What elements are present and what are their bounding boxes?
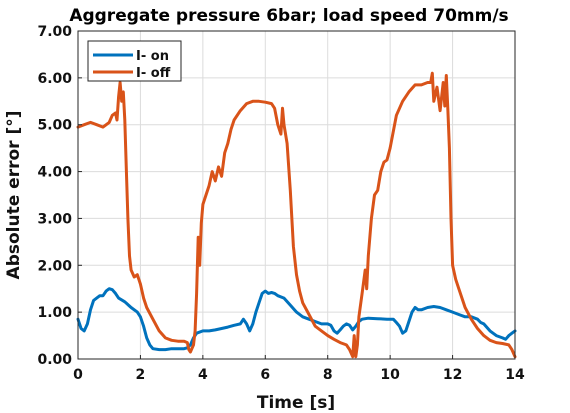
legend: I- on I- off xyxy=(87,40,182,82)
x-axis-label: Time [s] xyxy=(257,393,335,413)
chart-title: Aggregate pressure 6bar; load speed 70mm… xyxy=(69,6,508,26)
x-tick-label: 8 xyxy=(323,367,333,383)
x-tick-label: 4 xyxy=(198,367,208,383)
y-tick-label: 7.00 xyxy=(37,24,72,40)
y-tick-label: 3.00 xyxy=(37,211,72,227)
x-tick-label: 2 xyxy=(136,367,146,383)
series-line-i-on xyxy=(76,287,517,352)
x-tick-label: 0 xyxy=(73,367,83,383)
y-tick-label: 4.00 xyxy=(37,165,72,181)
y-tick-label: 6.00 xyxy=(37,71,72,87)
x-tick-label: 10 xyxy=(380,367,400,383)
x-tick-label: 6 xyxy=(260,367,270,383)
y-axis-label: Absolute error [°] xyxy=(4,111,24,280)
legend-label-i-on: I- on xyxy=(136,49,169,64)
tick-labels: 0 2 4 6 8 10 12 14 0.00 1.00 2.00 3.00 4.00 5.00 6.00 7… xyxy=(37,24,525,383)
y-tick-label: 1.00 xyxy=(37,305,72,321)
legend-label-i-off: I- off xyxy=(136,66,171,81)
y-tick-label: 0.00 xyxy=(37,352,72,368)
y-tick-label: 5.00 xyxy=(37,118,72,134)
series-layer xyxy=(76,71,517,359)
legend-box xyxy=(87,40,182,82)
plot-frame xyxy=(77,30,516,360)
series-line-i-off xyxy=(76,71,517,359)
x-tick-label: 14 xyxy=(505,367,525,383)
y-tick-label: 2.00 xyxy=(37,258,72,274)
x-tick-label: 12 xyxy=(443,367,462,383)
grid xyxy=(77,30,516,360)
